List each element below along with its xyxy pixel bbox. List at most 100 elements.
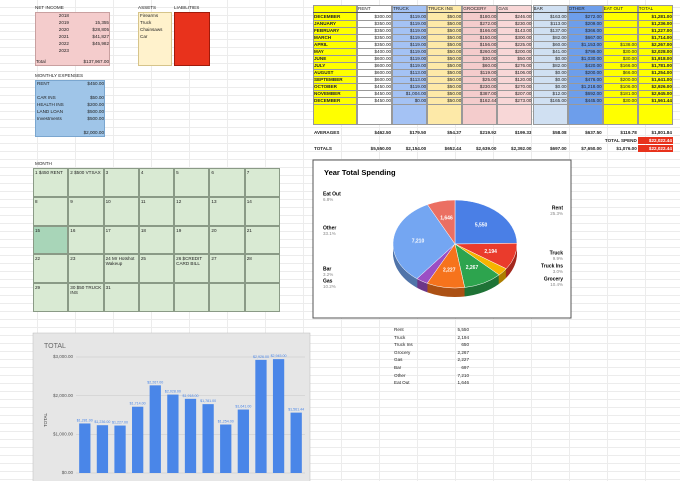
- expense-amount: $500.00: [87, 109, 104, 114]
- calendar-day: 22: [33, 254, 69, 284]
- amount-cell: $692.00: [585, 91, 602, 96]
- month-label: MARCH: [314, 35, 332, 40]
- row-line: [313, 103, 673, 104]
- calendar-day: [209, 283, 245, 312]
- amount-cell: $300.00: [514, 35, 532, 40]
- column-fill: [532, 5, 568, 125]
- summary-label: Truck: [394, 334, 406, 340]
- amount-cell: $0.00: [555, 77, 567, 82]
- assets-header: ASSETS: [138, 5, 157, 10]
- bar: [220, 424, 232, 473]
- calendar-day: 7: [244, 168, 280, 197]
- amount-cell: $119.00: [409, 14, 427, 19]
- amount-cell: $230.00: [514, 21, 532, 26]
- amount-cell: $119.00: [480, 70, 497, 75]
- percent-label: 3.0%: [553, 269, 563, 274]
- pie-slice: [427, 199, 456, 245]
- calendar-day: 30 $50 TRUCK INS: [68, 283, 104, 312]
- legend-label: Truck: [550, 250, 564, 256]
- bar: [79, 423, 91, 473]
- amount-cell: $0.00: [555, 70, 567, 75]
- column-fill: [392, 5, 428, 125]
- amount-cell: $119.00: [409, 49, 427, 54]
- amount-cell: $1,236.00: [651, 21, 672, 26]
- expense-label: LAND LOAN: [37, 109, 64, 114]
- bar-value-label: $1,254.00: [218, 419, 234, 423]
- legend-label: Truck Ins: [541, 263, 563, 269]
- total-cell: $2,639.00: [475, 146, 497, 151]
- percent-label: 10.2%: [323, 284, 336, 289]
- calendar-day: 1 $450 RENT: [33, 168, 69, 197]
- net-income-year: 2019: [58, 20, 69, 25]
- asset-item: Firearms: [140, 13, 159, 18]
- bar: [167, 394, 179, 473]
- row-line: [313, 19, 673, 20]
- bar-value-label: $1,236.00: [94, 420, 110, 424]
- summary-value: 697: [461, 365, 469, 370]
- column-fill: [497, 5, 533, 125]
- net-income-amount: $45,982: [92, 41, 109, 46]
- amount-cell: $60.00: [552, 42, 567, 47]
- percent-label: 9.9%: [553, 256, 563, 261]
- amount-cell: $445.00: [585, 98, 602, 103]
- amount-cell: $1,218.00: [581, 84, 602, 89]
- amount-cell: $0.00: [414, 98, 427, 103]
- column-fill: [462, 5, 498, 125]
- amount-cell: $50.00: [517, 56, 532, 61]
- legend-label: Other: [323, 225, 336, 231]
- amount-cell: $50.00: [447, 35, 462, 40]
- calendar-day: 28: [244, 254, 280, 284]
- expense-amount: $200.00: [87, 102, 104, 107]
- amount-cell: $270.00: [514, 84, 532, 89]
- amount-cell: $30.00: [622, 49, 637, 54]
- amount-cell: $420.00: [585, 63, 602, 68]
- legend-label: Gas: [323, 278, 333, 284]
- row-line: [313, 89, 673, 90]
- amount-cell: $50.00: [447, 63, 462, 68]
- amount-cell: $350.00: [374, 42, 392, 47]
- row-line: [313, 96, 673, 97]
- calendar-day: 15: [33, 225, 69, 255]
- amount-cell: $50.00: [447, 98, 462, 103]
- bar-value-label: $2,945.00: [271, 354, 287, 358]
- total-cell: $7,650.00: [581, 146, 602, 151]
- amount-cell: $600.00: [374, 63, 392, 68]
- amount-cell: $166.00: [479, 28, 497, 33]
- month-label: MAY: [314, 49, 324, 54]
- summary-label: Bar: [394, 365, 402, 370]
- amount-cell: $50.00: [447, 70, 462, 75]
- liabilities-body: [174, 12, 210, 66]
- amount-cell: $50.00: [447, 21, 462, 26]
- average-cell: $1,801.84: [651, 130, 672, 135]
- amount-cell: $119.00: [409, 21, 427, 26]
- amount-cell: $82.00: [552, 35, 567, 40]
- total-cell: $2,154.00: [405, 146, 427, 151]
- amount-cell: $82.00: [552, 63, 567, 68]
- summary-value: 2,227: [457, 357, 470, 363]
- amount-cell: $476.00: [585, 77, 602, 82]
- calendar-day: 8: [33, 196, 69, 226]
- column-header: TOTAL: [638, 6, 654, 11]
- y-tick-label: $3,000.00: [53, 354, 74, 359]
- summary-label: Eat Out: [394, 380, 410, 386]
- legend-label: Rent: [552, 205, 563, 211]
- summary-value: 7,210: [457, 372, 470, 378]
- amount-cell: $276.00: [514, 63, 532, 68]
- calendar-day: 3: [103, 168, 139, 197]
- amount-cell: $1,030.00: [581, 56, 602, 61]
- amount-cell: $387.00: [479, 91, 497, 96]
- amount-cell: $0.00: [555, 84, 567, 89]
- totals-label: TOTALS: [314, 146, 332, 151]
- amount-cell: $350.00: [374, 28, 392, 33]
- net-income-total-label: Total: [36, 59, 46, 64]
- amount-cell: $119.00: [409, 42, 427, 47]
- calendar-day: 25: [138, 254, 175, 284]
- calendar-day: 23: [68, 254, 104, 284]
- chart-title: Year Total Spending: [324, 168, 396, 177]
- pie-slice: [454, 199, 518, 245]
- amount-cell: $106.00: [514, 70, 532, 75]
- amount-cell: $1,781.00: [651, 63, 672, 68]
- bar-value-label: $1,781.00: [200, 399, 216, 403]
- row-line: [313, 75, 673, 76]
